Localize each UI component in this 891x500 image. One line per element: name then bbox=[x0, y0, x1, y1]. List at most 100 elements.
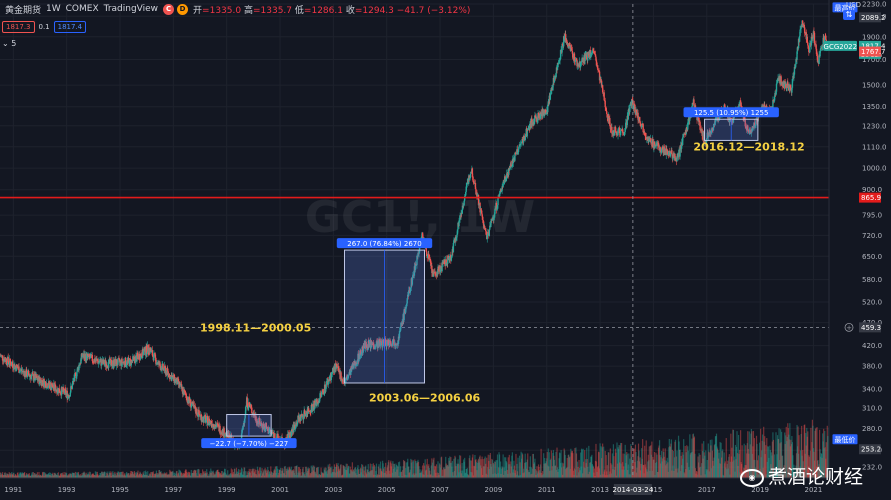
volume-bar bbox=[186, 471, 188, 478]
volume-bar bbox=[385, 462, 387, 478]
candle-body bbox=[161, 363, 163, 371]
candle-body bbox=[215, 424, 217, 427]
candle-body bbox=[92, 361, 95, 363]
candle-body bbox=[308, 411, 310, 412]
volume-bar bbox=[804, 453, 806, 478]
candle-body bbox=[391, 345, 393, 347]
volume-bar bbox=[811, 419, 814, 478]
candle-body bbox=[519, 143, 522, 146]
indicator-toggle[interactable]: ⌄ 5 bbox=[2, 39, 16, 48]
volume-bar bbox=[515, 453, 517, 478]
sell-button[interactable]: 1817.3 bbox=[2, 21, 35, 33]
volume-bar bbox=[680, 471, 682, 478]
candle-body bbox=[73, 374, 76, 382]
volume-bar bbox=[27, 475, 29, 478]
candle-body bbox=[540, 112, 542, 114]
delayed-data-icon[interactable]: D bbox=[177, 3, 189, 15]
candle-body bbox=[552, 85, 554, 91]
volume-bar bbox=[275, 466, 278, 478]
volume-bar bbox=[685, 469, 687, 478]
volume-bar bbox=[317, 475, 319, 478]
volume-bar bbox=[201, 469, 204, 478]
candle-body bbox=[344, 381, 346, 383]
y-tick-label: 280.0 bbox=[862, 425, 882, 433]
volume-bar bbox=[486, 474, 488, 478]
volume-bar bbox=[18, 473, 21, 478]
volume-bar bbox=[448, 460, 450, 478]
symbol-name[interactable]: 黄金期货 bbox=[5, 5, 42, 16]
volume-bar bbox=[5, 473, 7, 478]
volume-bar bbox=[10, 473, 12, 478]
volume-bar bbox=[621, 442, 623, 478]
volume-bar bbox=[823, 428, 825, 478]
volume-bar bbox=[224, 468, 226, 478]
volume-bar bbox=[154, 474, 156, 478]
volume-bar bbox=[531, 468, 533, 478]
volume-bar bbox=[187, 472, 189, 478]
volume-bar bbox=[171, 471, 173, 478]
volume-bar bbox=[170, 470, 172, 478]
volume-bar bbox=[634, 461, 636, 478]
volume-bar bbox=[362, 474, 364, 478]
candle-body bbox=[631, 99, 634, 101]
volume-bar bbox=[471, 472, 473, 478]
candle-body bbox=[335, 363, 337, 370]
volume-bar bbox=[776, 435, 779, 478]
volume-bar bbox=[245, 471, 247, 478]
volume-bar bbox=[189, 475, 191, 478]
volume-bar bbox=[273, 468, 275, 478]
volume-bar bbox=[229, 473, 231, 478]
candle-body bbox=[573, 53, 576, 61]
volume-bar bbox=[405, 468, 407, 478]
market-closed-icon[interactable]: C bbox=[163, 3, 175, 15]
volume-bar bbox=[426, 458, 428, 478]
volume-bar bbox=[322, 472, 324, 478]
volume-bar bbox=[370, 471, 372, 478]
volume-bar bbox=[254, 474, 257, 478]
candle-body bbox=[418, 252, 420, 255]
volume-bar bbox=[125, 475, 127, 478]
volume-bar bbox=[517, 475, 520, 478]
volume-bar bbox=[117, 471, 120, 478]
volume-bar bbox=[547, 448, 549, 478]
volume-bar bbox=[662, 458, 664, 478]
volume-bar bbox=[737, 466, 739, 478]
candle-body bbox=[356, 362, 359, 364]
volume-bar bbox=[214, 473, 217, 478]
volume-bar bbox=[746, 453, 748, 478]
candle-body bbox=[390, 344, 393, 346]
candle-body bbox=[787, 81, 789, 86]
candle-body bbox=[501, 186, 503, 191]
volume-bar bbox=[729, 474, 731, 478]
volume-bar bbox=[72, 473, 74, 478]
volume-bar bbox=[338, 469, 340, 478]
candle-body bbox=[248, 402, 250, 406]
volume-bar bbox=[362, 464, 364, 478]
volume-bar bbox=[653, 459, 655, 478]
volume-bar bbox=[677, 468, 679, 478]
candle-body bbox=[61, 387, 63, 390]
volume-bar bbox=[485, 463, 487, 478]
candle-body bbox=[824, 36, 826, 40]
volume-bar bbox=[769, 450, 771, 478]
volume-bar bbox=[34, 473, 36, 478]
volume-bar bbox=[528, 472, 530, 478]
candle-body bbox=[64, 390, 67, 395]
volume-bar bbox=[101, 471, 103, 478]
volume-bar bbox=[29, 475, 31, 478]
volume-bar bbox=[359, 468, 361, 478]
volume-bar bbox=[13, 472, 15, 478]
volume-bar bbox=[732, 429, 734, 478]
volume-bar bbox=[682, 454, 684, 478]
candle-body bbox=[375, 341, 378, 347]
volume-bar bbox=[527, 470, 529, 478]
candle-body bbox=[739, 100, 742, 103]
volume-bar bbox=[467, 473, 469, 478]
volume-bar bbox=[632, 474, 634, 478]
volume-bar bbox=[624, 453, 626, 478]
buy-button[interactable]: 1817.4 bbox=[53, 21, 87, 33]
volume-bar bbox=[55, 474, 58, 478]
volume-bar bbox=[416, 462, 419, 478]
interval-label[interactable]: 1W bbox=[46, 4, 61, 14]
